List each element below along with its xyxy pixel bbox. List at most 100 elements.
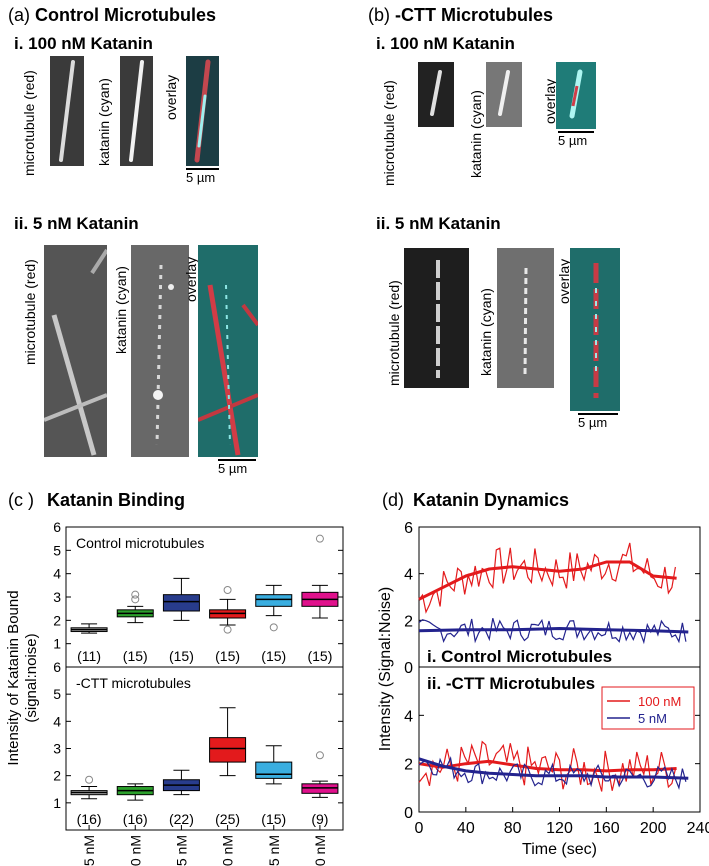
scale-bar-b-i: 5 µm [558,131,594,151]
outlier [85,775,94,784]
image-overlay-a-i [186,56,219,166]
count-label: (11) [77,648,101,664]
y-tick-label: 2 [404,757,413,774]
label-katanin: katanin (cyan) [96,78,112,166]
y-axis-label: Intensity (Signal:Noise) [377,587,394,752]
y-axis-label: Intensity of Katanin Bound [5,590,22,765]
x-tick-label: 100 nM [312,835,328,866]
series-smooth-line [418,757,689,780]
panel-a-heading: Control Microtubules [35,5,217,25]
y-tick-label: 3 [53,741,61,757]
label-microtubule-ii: microtubule (red) [22,259,38,365]
panel-d-title: (d) Katanin Dynamics [382,490,569,511]
count-label: (25) [215,811,240,827]
label-overlay-ii: overlay [183,256,199,302]
panel-label-bg [421,672,631,694]
count-label: (15) [261,648,286,664]
legend-label: 100 nM [638,694,681,709]
y-tick-label: 6 [53,519,61,535]
scale-bar-b-ii: 5 µm [578,413,618,433]
count-label: (16) [77,811,102,827]
image-microtubule-a-i [50,56,84,166]
series-smooth-line [418,627,689,634]
count-label: (22) [169,811,194,827]
x-tick-label: 10 nM [127,835,143,866]
label-katanin-b-ii: katanin (cyan) [478,288,494,376]
x-tick-label: 0 [415,820,424,837]
scale-bar-a-i: 5 µm [186,168,219,188]
outlier [315,534,324,543]
x-tick-label: 200 [640,820,667,837]
panel-b-sub-i: i. 100 nM Katanin [376,34,515,53]
legend-box [601,686,695,730]
y-tick-label: 0 [404,660,413,677]
y-tick-label: 1 [53,795,61,811]
panel-b-heading: -CTT Microtubules [395,5,554,25]
count-label: (16) [123,811,148,827]
y-tick-label: 4 [404,567,413,584]
y-tick-label: 2 [53,768,61,784]
panel-c-letter: (c ) [8,490,34,510]
label-overlay: overlay [163,74,179,120]
y-tick-label: 6 [53,659,61,675]
panel-label-bg [421,645,631,667]
series-smooth-line [418,759,677,773]
count-label: (9) [311,811,328,827]
outlier [269,623,278,632]
count-label: (15) [261,811,286,827]
panel-b-letter: (b) [368,5,390,25]
outlier [131,590,140,599]
y-tick-label: 3 [53,589,61,605]
label-katanin-b-i: katanin (cyan) [468,90,484,178]
x-tick-label: 120 [546,820,573,837]
panel-c-heading: Katanin Binding [47,490,186,510]
outlier [315,751,324,760]
outlier [223,625,232,634]
panel-label: ii. -CTT Microtubules [427,674,595,693]
line-chart-katanin-dynamics: 0 2 4 6 i. Control Microtubules 0 2 4 ii. -CTT M… [377,520,709,858]
y-tick-label: 6 [404,520,413,537]
label-microtubule-b-ii: microtubule (red) [386,280,402,386]
panel-label: i. Control Microtubules [427,647,612,666]
image-katanin-b-i [486,62,522,127]
plot-frame [65,666,344,831]
x-tick-label: 25 nM [173,835,189,866]
y-tick-label: 2 [53,612,61,628]
image-overlay-a-ii [198,245,258,457]
panel-label: Control microtubules [76,535,204,551]
image-overlay-b-ii [570,248,620,411]
y-tick-label: 4 [53,713,61,729]
label-microtubule: microtubule (red) [21,70,37,176]
y-axis-label-units: (signal:noise) [23,633,40,722]
panel-label: -CTT microtubules [76,675,191,691]
box [255,761,293,779]
y-tick-label: 5 [53,686,61,702]
panel-d-letter: (d) [382,490,404,510]
panel-a-letter: (a) [8,5,30,25]
y-tick-label: 4 [53,566,61,582]
image-microtubule-b-ii [404,248,469,388]
panel-b-sub-ii: ii. 5 nM Katanin [376,214,501,233]
count-label: (15) [123,648,148,664]
image-microtubule-b-i [418,62,454,127]
x-tick-label: 160 [593,820,620,837]
y-tick-label: 5 [53,542,61,558]
box-chart-katanin-binding: 1 2 3 4 5 6 Control microtubules (11) (15) (15) (1… [5,519,344,866]
box [255,594,293,607]
legend-label: 5 nM [638,711,667,726]
label-katanin-ii: katanin (cyan) [113,266,129,354]
panel-a-sub-ii: ii. 5 nM Katanin [14,214,139,233]
label-microtubule-b-i: microtubule (red) [381,80,397,186]
count-label: (15) [215,648,240,664]
y-tick-label: 0 [404,805,413,822]
image-microtubule-a-ii [44,245,107,457]
count-label: (15) [169,648,194,664]
y-tick-label: 2 [404,613,413,630]
scale-bar-a-ii: 5 µm [218,459,256,479]
x-tick-label: 75 nM [266,835,282,866]
box [209,737,247,763]
panel-d-heading: Katanin Dynamics [413,490,570,510]
outlier [223,586,232,594]
x-tick-label: 240 [687,820,709,837]
panel-b-title: (b) -CTT Microtubules [368,5,553,26]
